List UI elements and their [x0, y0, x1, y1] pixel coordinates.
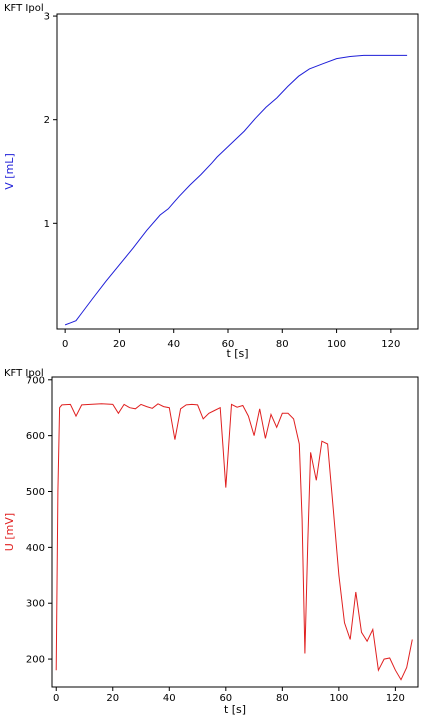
x-tick-label: 60	[219, 693, 232, 704]
chart-title: KFT Ipol	[4, 3, 44, 14]
y-tick-label: 300	[26, 599, 45, 610]
y-tick-label: 200	[26, 655, 45, 666]
y-tick-label: 3	[44, 12, 50, 23]
volume-chart: 0 20 40 60 80 100 120 1 2 3 t [s] V [mL]	[3, 12, 419, 360]
y-tick-label: 600	[26, 431, 45, 442]
plot-frame	[56, 13, 419, 330]
x-tick-label: 120	[381, 339, 400, 350]
x-tick-label: 100	[329, 693, 348, 704]
y-tick-label: 700	[26, 375, 45, 386]
y-tick-label: 500	[26, 487, 45, 498]
x-tick-label: 100	[327, 339, 346, 350]
series-line	[55, 403, 413, 681]
x-axis-label: t [s]	[226, 347, 248, 360]
volume-chart-panel: KFT Ipol 0 20 40 60 80 100 120 1 2 3 t [s] V [mL]	[3, 3, 419, 360]
voltage-chart-panel: KFT Ipol 0 20 40 60 80 100 120 200 300 400 500 600 7…	[0, 363, 430, 718]
x-tick-label: 120	[386, 693, 405, 704]
x-axis-label: t [s]	[224, 703, 246, 716]
y-tick-label: 400	[26, 543, 45, 554]
x-tick-label: 20	[106, 693, 119, 704]
x-tick-label: 20	[113, 339, 126, 350]
y-tick-label: 1	[44, 219, 50, 230]
voltage-chart: 0 20 40 60 80 100 120 200 300 400 500 600 700 t [s] U …	[3, 375, 419, 716]
series-line	[64, 54, 408, 326]
x-tick-label: 80	[276, 693, 289, 704]
y-axis-label: U [mV]	[3, 513, 16, 551]
x-tick-label: 60	[222, 339, 235, 350]
y-axis-label: V [mL]	[3, 153, 16, 189]
x-tick-label: 80	[276, 339, 289, 350]
x-tick-label: 40	[163, 693, 176, 704]
x-tick-label: 0	[53, 693, 59, 704]
chart-title: KFT Ipol	[4, 368, 44, 379]
x-tick-label: 0	[62, 339, 68, 350]
y-tick-label: 2	[44, 115, 50, 126]
x-tick-label: 40	[167, 339, 180, 350]
plot-frame	[51, 376, 419, 688]
